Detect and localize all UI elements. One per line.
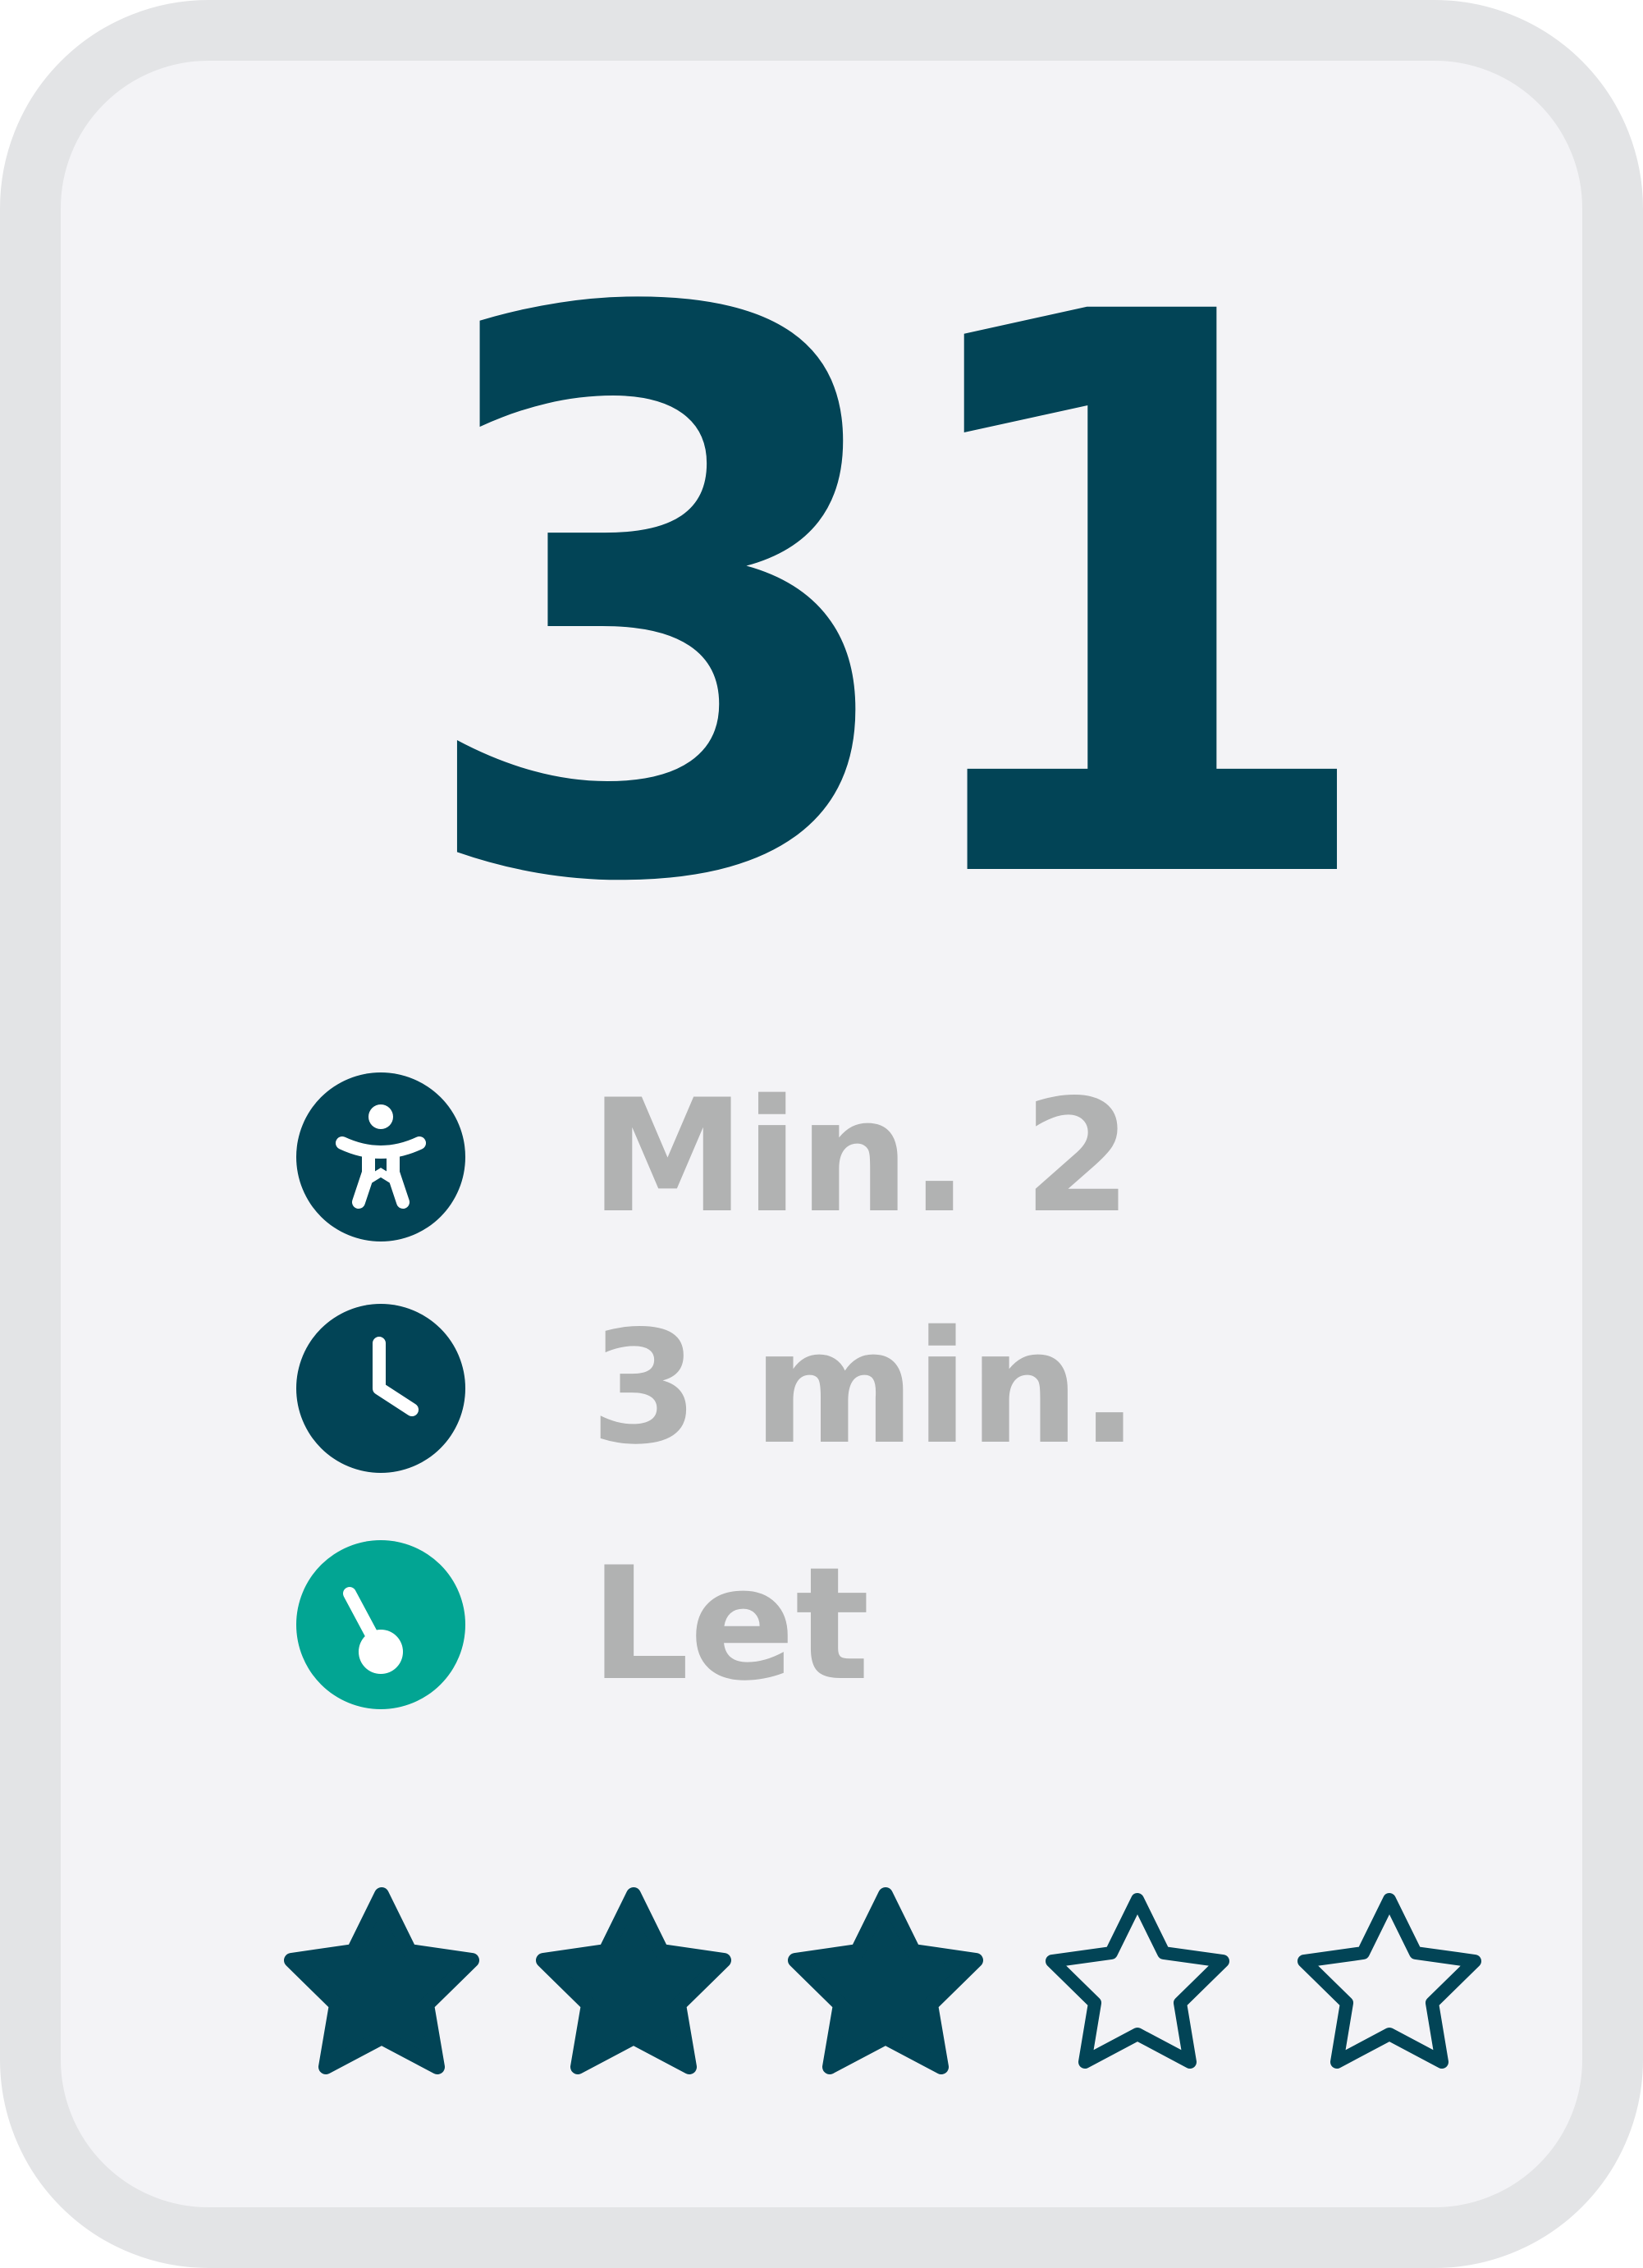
difficulty-label: Let — [590, 1534, 870, 1715]
rating-stars — [274, 1881, 1497, 2094]
star-filled-icon — [778, 1880, 993, 2095]
star-filled-icon — [274, 1880, 489, 2095]
person-icon — [295, 1071, 467, 1243]
time-row: 3 min. — [295, 1298, 1139, 1479]
difficulty-row: Let — [295, 1534, 870, 1715]
players-row: Min. 2 — [295, 1067, 1132, 1247]
star-filled-icon — [526, 1880, 741, 2095]
star-outline-icon — [1282, 1880, 1497, 2095]
time-label: 3 min. — [590, 1297, 1139, 1479]
players-label: Min. 2 — [590, 1066, 1132, 1247]
clock-icon — [295, 1302, 467, 1475]
star-outline-icon — [1030, 1880, 1245, 2095]
difficulty-gauge-icon — [295, 1539, 467, 1711]
card-number: 31 — [408, 153, 1387, 1051]
